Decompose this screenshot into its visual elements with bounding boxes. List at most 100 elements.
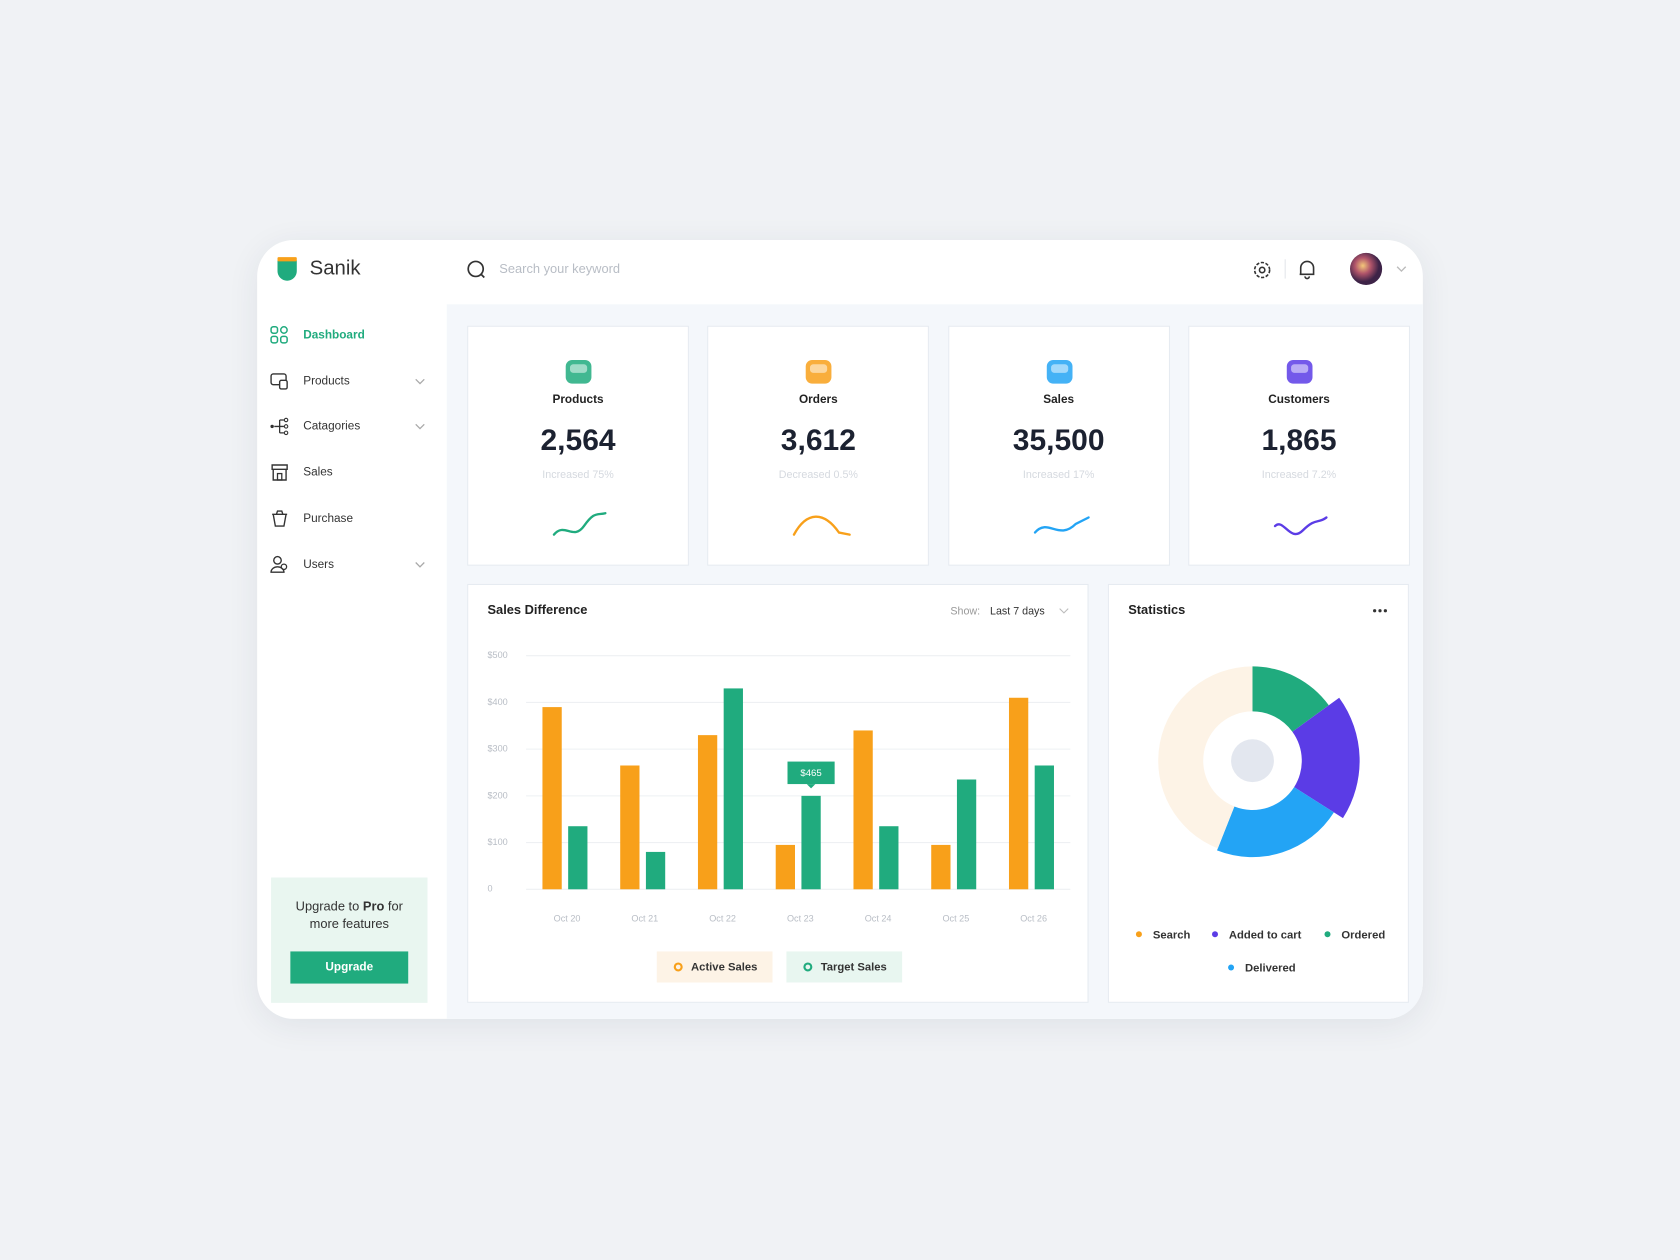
tooltip-pointer [806, 784, 816, 789]
x-tick-label: Oct 21 [631, 914, 658, 924]
nav-icon [270, 372, 288, 390]
nav-item[interactable]: Sales [270, 462, 431, 483]
bar [956, 779, 977, 890]
nav-label: Users [303, 557, 335, 571]
sparkline [552, 512, 607, 536]
x-tick-label: Oct 23 [787, 914, 814, 924]
legend-dot [1135, 931, 1142, 938]
x-tick-label: Oct 25 [942, 914, 969, 924]
bar [1034, 765, 1054, 890]
legend-label: Ordered [1341, 929, 1385, 941]
tooltip-box [787, 761, 835, 785]
upgrade-box: Upgrade to Pro for more features Upgrade [271, 877, 428, 1003]
stat-value: 35,500 [1012, 423, 1105, 457]
stat-icon [565, 360, 592, 384]
stat-value: 2,564 [540, 423, 616, 457]
bar [645, 851, 666, 890]
sparkline [1033, 516, 1090, 534]
stat-card: Orders 3,612 Decreased 0.5% [707, 325, 930, 566]
more-dot[interactable] [1373, 609, 1377, 613]
donut-segment [1217, 787, 1334, 858]
upgrade-text-start: Upgrade to [295, 898, 363, 914]
nav-label: Purchase [303, 511, 354, 525]
nav-icon [270, 555, 288, 573]
chart-title: Statistics [1128, 602, 1185, 617]
x-tick-label: Oct 24 [865, 914, 892, 924]
nav-item[interactable]: Catagories [270, 416, 431, 437]
nav-item[interactable]: Users [270, 553, 431, 574]
avatar[interactable] [1349, 252, 1423, 288]
stat-card: Sales 35,500 Increased 17% [947, 325, 1170, 566]
stat-change: Increased 17% [1022, 469, 1095, 482]
nav-item[interactable]: Dashboard [270, 325, 431, 346]
sparkline [793, 515, 852, 536]
more-dot[interactable] [1378, 609, 1382, 613]
nav-label: Products [303, 374, 350, 388]
stat-change: Decreased 0.5% [778, 469, 858, 482]
statistics-card: Statistics Search Added to cart Ordered Deli… [1107, 583, 1409, 1003]
stat-label: Sales [1043, 393, 1075, 407]
bar [723, 688, 743, 890]
nav-chevron [415, 561, 425, 568]
upgrade-button[interactable]: Upgrade [290, 951, 409, 984]
chart-title: Sales Difference [488, 602, 588, 617]
search-icon[interactable] [466, 259, 487, 280]
brand: Sanik [309, 257, 361, 280]
x-tick-label: Oct 22 [709, 914, 736, 924]
y-tick-label: $100 [488, 837, 508, 847]
legend-pill[interactable] [656, 951, 773, 983]
nav-icon [271, 464, 288, 481]
legend-label: Active Sales [691, 961, 757, 973]
donut-segment [1292, 697, 1360, 819]
upgrade-text-pro: Pro [362, 898, 385, 914]
bell-icon[interactable] [1296, 258, 1317, 282]
bar [697, 735, 718, 890]
stat-icon [1046, 360, 1073, 384]
donut-center [1231, 739, 1274, 783]
nav-icon [270, 326, 288, 344]
nav-label: Sales [303, 466, 333, 480]
upgrade-text: Upgrade to Pro for more features [286, 898, 412, 932]
legend-dot [1324, 931, 1331, 938]
stat-value: 1,865 [1261, 423, 1337, 457]
stat-change: Increased 75% [542, 469, 614, 482]
legend-label: Search [1153, 929, 1191, 941]
main-content: Products 2,564 Increased 75% Orders 3,612 Dec… [446, 304, 1423, 1019]
stat-icon [806, 360, 832, 384]
bar [853, 730, 873, 890]
bar [568, 826, 588, 890]
legend-dot [1228, 964, 1235, 971]
nav-item[interactable]: Products [270, 370, 431, 391]
bar [801, 795, 821, 890]
bar [775, 844, 796, 890]
bar [620, 765, 640, 890]
legend-pill[interactable] [786, 951, 903, 983]
search-input[interactable]: Search your keyword [499, 261, 621, 277]
nav-icon [270, 418, 289, 436]
stat-change: Increased 7.2% [1261, 469, 1337, 482]
bar [1008, 697, 1029, 890]
legend-label: Added to cart [1229, 929, 1302, 941]
y-tick-label: $400 [488, 697, 508, 707]
nav-item[interactable]: Purchase [270, 508, 431, 529]
range-select[interactable]: Last 7 days [990, 606, 1045, 618]
y-tick-label: $300 [488, 744, 508, 754]
range-chevron [1059, 608, 1069, 614]
legend-label: Delivered [1245, 963, 1296, 975]
nav-chevron [415, 378, 425, 385]
upgrade-text-end: for more features [309, 898, 403, 932]
x-tick-label: Oct 20 [554, 914, 581, 924]
nav-label: Catagories [303, 420, 361, 434]
bar [931, 844, 951, 890]
stat-label: Customers [1268, 393, 1330, 407]
bar [542, 707, 562, 890]
nav-chevron [415, 424, 425, 430]
donut-segment [1158, 666, 1253, 849]
more-dot[interactable] [1383, 609, 1387, 613]
stat-label: Products [552, 393, 604, 407]
stat-value: 3,612 [780, 423, 856, 457]
settings-icon[interactable] [1251, 259, 1272, 280]
tooltip-text: $465 [800, 768, 821, 779]
